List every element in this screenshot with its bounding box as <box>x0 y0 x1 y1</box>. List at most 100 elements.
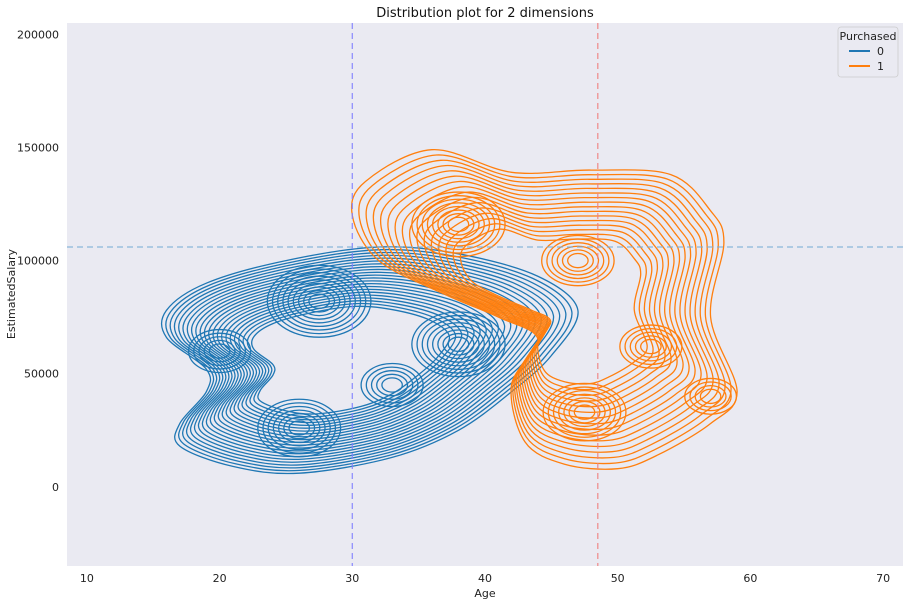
series-1-contour-4 <box>379 170 714 448</box>
series-1-peak-3-ring-1 <box>640 338 662 355</box>
x-axis-label: Age <box>474 587 496 600</box>
series-0-peak-3-ring-4 <box>193 332 247 370</box>
series-0-contour-7 <box>190 265 536 455</box>
series-0-peak-0-ring-9 <box>266 264 372 338</box>
series-1-peak-3-ring-5 <box>619 324 683 369</box>
series-0-contours <box>160 246 579 475</box>
series-0-peak-3-ring-1 <box>208 343 231 359</box>
x-tick-label-1: 20 <box>213 572 227 585</box>
series-1-peak-1-ring-3 <box>556 245 600 276</box>
series-0-peak-4-ring-1 <box>381 377 403 393</box>
legend-label-1: 1 <box>877 60 884 73</box>
series-0-peak-2-ring-4 <box>272 409 326 447</box>
series-1-peak-1-ring-6 <box>541 234 615 287</box>
series-0-peak-0-ring-8 <box>271 268 367 335</box>
series-0-peak-0-ring-1 <box>308 293 330 310</box>
series-0-contour-10 <box>203 274 518 446</box>
series-0-contour-18 <box>238 297 469 424</box>
series-1-peak-4-ring-4 <box>684 377 738 415</box>
series-1-peak-0-ring-1 <box>447 216 470 233</box>
series-1-peak-1-ring-4 <box>551 242 605 280</box>
series-1-peak-0-ring-8 <box>411 191 506 258</box>
series-0-peak-4-ring-5 <box>360 362 424 408</box>
series-0-contour-4 <box>178 257 555 463</box>
series-1-peak-1-ring-1 <box>567 252 589 269</box>
series-0-peak-2-ring-6 <box>262 402 337 454</box>
series-1-peak-2-ring-5 <box>552 389 617 435</box>
series-0-peak-2-ring-1 <box>288 420 311 436</box>
series-0-peak-1-ring-4 <box>432 325 485 363</box>
series-0-contour-9 <box>199 271 524 449</box>
y-tick-label-4: 200000 <box>17 28 59 41</box>
series-1-peak-0-ring-3 <box>437 209 480 240</box>
series-0-peak-2-ring-3 <box>277 413 321 443</box>
series-1-contour-12 <box>438 212 666 402</box>
series-0-peak-1-ring-1 <box>447 336 470 353</box>
series-0-peak-2-ring-2 <box>283 416 316 440</box>
series-1-peak-2-ring-4 <box>558 393 611 431</box>
series-1-peak-3-ring-2 <box>634 335 667 358</box>
series-0-peak-3-ring-5 <box>187 328 252 374</box>
series-1-contour-3 <box>372 164 720 453</box>
series-1-peak-2-ring-2 <box>568 400 601 424</box>
series-0-contour-15 <box>225 288 487 432</box>
series-0-contour-14 <box>220 285 493 435</box>
series-0-peak-1-ring-6 <box>421 318 496 371</box>
legend: Purchased 0 1 <box>837 26 899 78</box>
legend-title: Purchased <box>840 30 897 43</box>
series-0-contour-3 <box>173 254 561 466</box>
x-tick-label-3: 40 <box>478 572 492 585</box>
x-axis-ticks: 10 20 30 40 50 60 70 <box>80 572 890 585</box>
y-tick-label-2: 100000 <box>17 255 59 268</box>
series-0-contour-8 <box>195 268 530 452</box>
series-0-contour-16 <box>229 291 481 429</box>
series-1-contour-0 <box>350 149 738 470</box>
series-1-peak-2-ring-7 <box>542 382 627 442</box>
x-tick-label-6: 70 <box>876 572 890 585</box>
series-0-peak-1-ring-3 <box>437 329 480 360</box>
series-1-peak-4-ring-2 <box>694 384 727 408</box>
series-1-peak-0-ring-7 <box>416 195 501 254</box>
x-tick-label-5: 60 <box>743 572 757 585</box>
series-1-peak-0-ring-6 <box>421 198 496 251</box>
series-0-peak-1-ring-7 <box>416 314 501 374</box>
series-1-peak-1-ring-5 <box>546 238 610 283</box>
series-0-peak-3-ring-2 <box>203 339 236 363</box>
series-1-contour-1 <box>358 154 732 465</box>
series-0-peak-2-ring-7 <box>257 398 342 458</box>
series-1-contour-2 <box>365 159 726 459</box>
series-1-contour-9 <box>416 196 684 419</box>
series-1-peak-0-ring-2 <box>442 213 475 236</box>
chart-title: Distribution plot for 2 dimensions <box>376 6 594 21</box>
series-1-contour-7 <box>401 186 696 431</box>
series-0-peak-0-ring-3 <box>297 286 341 317</box>
series-1-peak-2-ring-3 <box>563 397 606 428</box>
series-1-contour-6 <box>394 180 702 436</box>
y-axis-ticks: 0 50000 100000 150000 200000 <box>17 28 59 494</box>
x-tick-label-0: 10 <box>80 572 94 585</box>
series-1-peak-4-ring-1 <box>699 388 722 405</box>
series-1-contour-8 <box>408 191 690 425</box>
series-0-peak-0-ring-7 <box>277 271 362 331</box>
series-0-contour-12 <box>212 280 506 441</box>
series-0-peak-2-ring-5 <box>267 405 331 451</box>
series-1-contour-11 <box>430 207 672 408</box>
series-1-peak-3-ring-3 <box>629 331 673 362</box>
x-tick-label-4: 50 <box>611 572 625 585</box>
series-0-peak-1-ring-8 <box>411 311 506 378</box>
y-axis-label: EstimatedSalary <box>5 248 18 339</box>
series-1-contour-5 <box>387 175 708 442</box>
series-0-peak-3-ring-3 <box>198 336 241 367</box>
series-0-contour-11 <box>208 277 512 444</box>
reference-lines <box>67 23 903 566</box>
series-0-peak-4-ring-4 <box>365 366 419 404</box>
y-tick-label-1: 50000 <box>24 368 59 381</box>
series-1-contour-13 <box>445 217 660 396</box>
y-tick-label-0: 0 <box>52 481 59 494</box>
legend-label-0: 0 <box>877 45 884 58</box>
series-1-peak-0-ring-5 <box>426 202 491 247</box>
series-1-peak-3-ring-4 <box>624 327 678 366</box>
series-1-contour-15 <box>459 228 648 385</box>
series-0-peak-0-ring-4 <box>292 282 346 320</box>
series-0-peak-1-ring-2 <box>442 332 475 356</box>
